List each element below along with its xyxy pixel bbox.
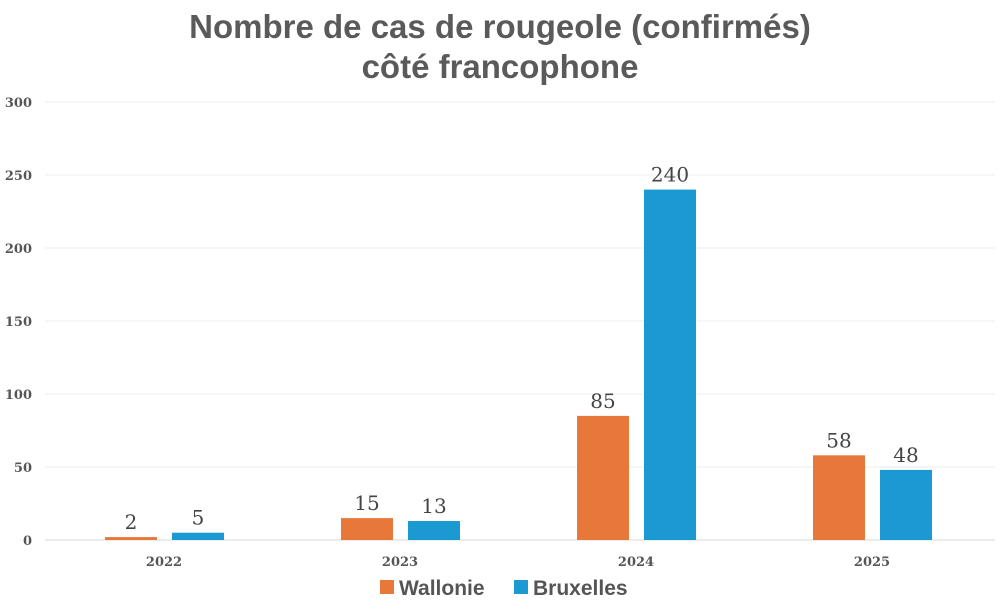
chart-title-line: côté francophone bbox=[362, 48, 639, 85]
bar-bruxelles bbox=[172, 532, 224, 540]
chart-title-line: Nombre de cas de rougeole (confirmés) bbox=[189, 8, 811, 45]
data-label: 15 bbox=[354, 491, 379, 515]
y-tick-label: 150 bbox=[5, 315, 32, 330]
bar-bruxelles bbox=[880, 469, 932, 540]
legend-label: Wallonie bbox=[399, 577, 485, 600]
data-label: 48 bbox=[893, 443, 918, 467]
bar-bruxelles bbox=[408, 521, 460, 540]
x-tick-label: 2025 bbox=[854, 555, 890, 570]
data-label: 13 bbox=[421, 494, 446, 518]
y-tick-label: 100 bbox=[5, 388, 32, 403]
data-label: 85 bbox=[590, 389, 615, 413]
data-label: 240 bbox=[651, 163, 689, 187]
legend-swatch bbox=[514, 580, 528, 594]
bar-wallonie bbox=[341, 518, 393, 540]
y-tick-label: 50 bbox=[14, 461, 32, 476]
legend-swatch bbox=[380, 580, 394, 594]
y-tick-label: 200 bbox=[5, 242, 32, 257]
bar-wallonie bbox=[813, 455, 865, 540]
bar-wallonie bbox=[577, 415, 629, 540]
data-label: 58 bbox=[826, 428, 851, 452]
data-label: 5 bbox=[192, 506, 205, 530]
bar-bruxelles bbox=[644, 189, 696, 540]
y-tick-label: 250 bbox=[5, 169, 32, 184]
legend-label: Bruxelles bbox=[533, 577, 628, 600]
y-tick-label: 0 bbox=[23, 534, 32, 549]
x-tick-label: 2022 bbox=[146, 555, 182, 570]
bar-wallonie bbox=[105, 537, 157, 540]
data-label: 2 bbox=[125, 510, 138, 534]
y-tick-label: 300 bbox=[5, 96, 32, 111]
x-tick-label: 2024 bbox=[618, 555, 654, 570]
x-tick-label: 2023 bbox=[382, 555, 418, 570]
